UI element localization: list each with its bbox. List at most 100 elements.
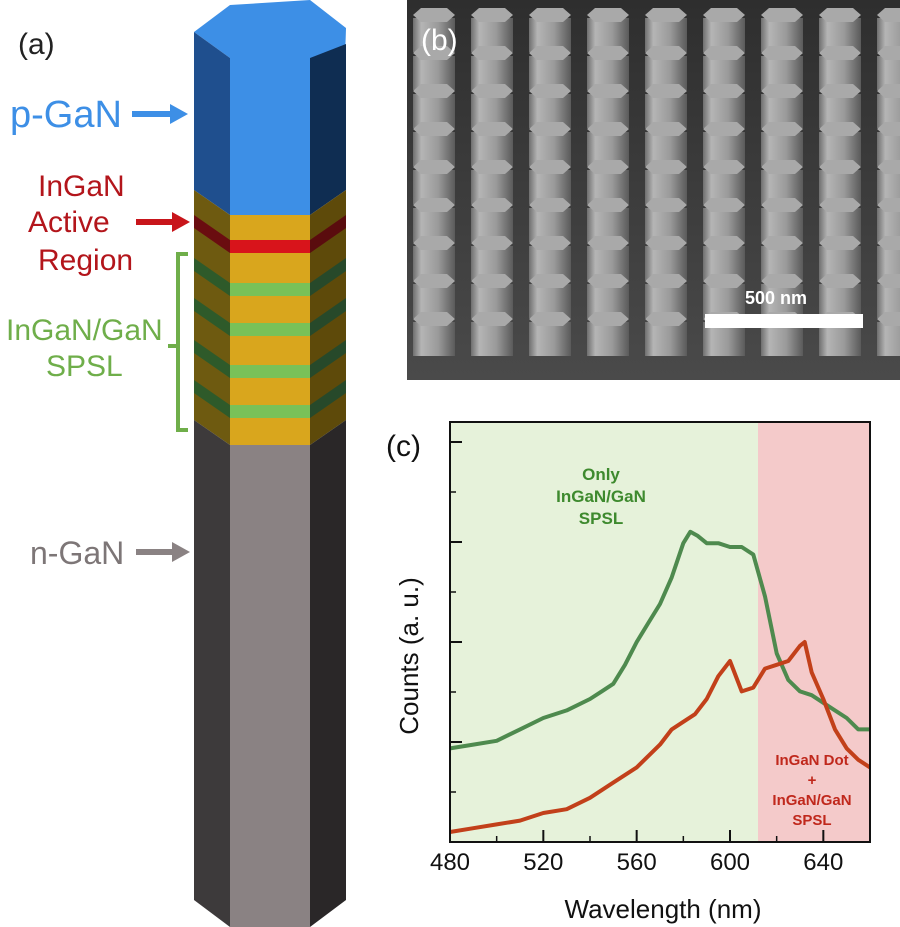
p-gan-left-face <box>194 32 230 215</box>
active-region-band <box>230 240 310 253</box>
sem-pillar <box>877 94 900 128</box>
dot-plus-spsl-spectrum-line <box>449 640 872 834</box>
active-arrow <box>136 212 190 232</box>
scalebar <box>705 314 863 328</box>
sem-pillar-top <box>413 84 455 98</box>
x-tick-label: 520 <box>523 849 563 876</box>
sem-pillar-top <box>471 160 513 174</box>
green-annotation-line2: InGaN/GaN <box>556 487 646 506</box>
active-label-line3: Region <box>38 244 134 277</box>
sem-pillar-top <box>877 122 900 136</box>
sem-pillar <box>877 18 900 52</box>
p-gan-arrow <box>132 104 188 124</box>
n-gan-left-face <box>194 420 230 927</box>
green-shaded-region <box>450 422 758 842</box>
active-label-line2: Active <box>28 206 110 239</box>
sem-pillar-top <box>587 46 629 60</box>
sem-pillar-top <box>413 198 455 212</box>
sem-pillar-top <box>645 312 687 326</box>
green-annotation-line3: SPSL <box>579 509 623 528</box>
sem-pillar-top <box>587 236 629 250</box>
active-label-line1: InGaN <box>38 170 125 203</box>
sem-pillar-top <box>587 160 629 174</box>
sem-pillar-top <box>587 8 629 22</box>
sem-pillar-top <box>529 198 571 212</box>
sem-pillar-top <box>529 160 571 174</box>
sem-pillar-top <box>877 8 900 22</box>
sem-pillar-top <box>587 122 629 136</box>
red-annotation-line4: SPSL <box>792 812 831 829</box>
nanowire-top-face <box>194 0 346 70</box>
n-gan-front-face <box>230 445 310 927</box>
sem-pillar-top <box>877 274 900 288</box>
x-tick-label: 640 <box>803 849 843 876</box>
sem-pillar <box>413 322 455 356</box>
sem-pillar-top <box>413 236 455 250</box>
sem-pillar <box>877 322 900 356</box>
x-axis-label: Wavelength (nm) <box>565 894 762 924</box>
sem-pillar-top <box>877 84 900 98</box>
n-gan-right-face <box>310 420 346 927</box>
sem-pillar-top <box>819 122 861 136</box>
nanowire-diagram <box>194 0 346 927</box>
sem-pillar-top <box>413 46 455 60</box>
sem-pillar-top <box>877 198 900 212</box>
scalebar-label: 500 nm <box>745 288 808 308</box>
sem-pillar-top <box>471 274 513 288</box>
sem-pillar-top <box>819 46 861 60</box>
sem-pillar-top <box>703 46 745 60</box>
sem-pillar-top <box>761 160 803 174</box>
y-axis-label: Counts (a. u.) <box>394 577 424 735</box>
sem-pillar-top <box>703 236 745 250</box>
sem-pillar-top <box>529 236 571 250</box>
sem-pillar-top <box>819 84 861 98</box>
x-tick-label: 600 <box>710 849 750 876</box>
sem-pillar-top <box>413 312 455 326</box>
sem-pillar <box>471 322 513 356</box>
sem-pillar <box>877 284 900 318</box>
sem-pillar <box>877 132 900 166</box>
sem-pillar-top <box>761 198 803 212</box>
sem-pillar-top <box>703 8 745 22</box>
sem-pillar <box>877 246 900 280</box>
sem-pillar-top <box>413 160 455 174</box>
spsl-bracket <box>168 252 188 432</box>
sem-pillar-top <box>471 312 513 326</box>
sem-pillar-top <box>529 8 571 22</box>
sem-pillar-top <box>761 84 803 98</box>
red-shaded-region <box>758 422 870 842</box>
sem-pillar-top <box>703 160 745 174</box>
sem-pillar-top <box>471 46 513 60</box>
sem-pillar <box>877 170 900 204</box>
sem-pillar-top <box>819 160 861 174</box>
spsl-only-spectrum-line <box>449 529 870 751</box>
sem-pillar-top <box>645 236 687 250</box>
sem-pillar-top <box>645 46 687 60</box>
sem-pillar-array <box>407 0 900 380</box>
sem-pillar-top <box>703 274 745 288</box>
n-gan-label: n-GaN <box>30 535 125 571</box>
sem-pillar-top <box>587 84 629 98</box>
sem-pillar-top <box>761 236 803 250</box>
spsl-label-line1: InGaN/GaN <box>6 314 163 347</box>
plot-frame <box>449 421 871 843</box>
panel-b-letter: (b) <box>421 24 458 57</box>
sem-pillar-top <box>413 8 455 22</box>
sem-pillar-top <box>877 312 900 326</box>
spsl-bands <box>194 258 346 418</box>
sem-pillar-top <box>877 236 900 250</box>
sem-image: (b) 500 nm <box>407 0 900 380</box>
red-annotation-line1: InGaN Dot <box>775 752 848 769</box>
sem-pillar-top <box>529 84 571 98</box>
sem-pillar <box>587 322 629 356</box>
sem-pillar-top <box>819 236 861 250</box>
sem-pillar-top <box>645 8 687 22</box>
sem-pillar <box>877 208 900 242</box>
sem-pillar <box>645 322 687 356</box>
panel-c-letter: (c) <box>386 430 421 463</box>
sem-pillar-top <box>645 274 687 288</box>
sem-pillar-top <box>471 122 513 136</box>
sem-pillar-top <box>703 198 745 212</box>
x-tick-label: 560 <box>617 849 657 876</box>
sem-pillar-top <box>819 198 861 212</box>
